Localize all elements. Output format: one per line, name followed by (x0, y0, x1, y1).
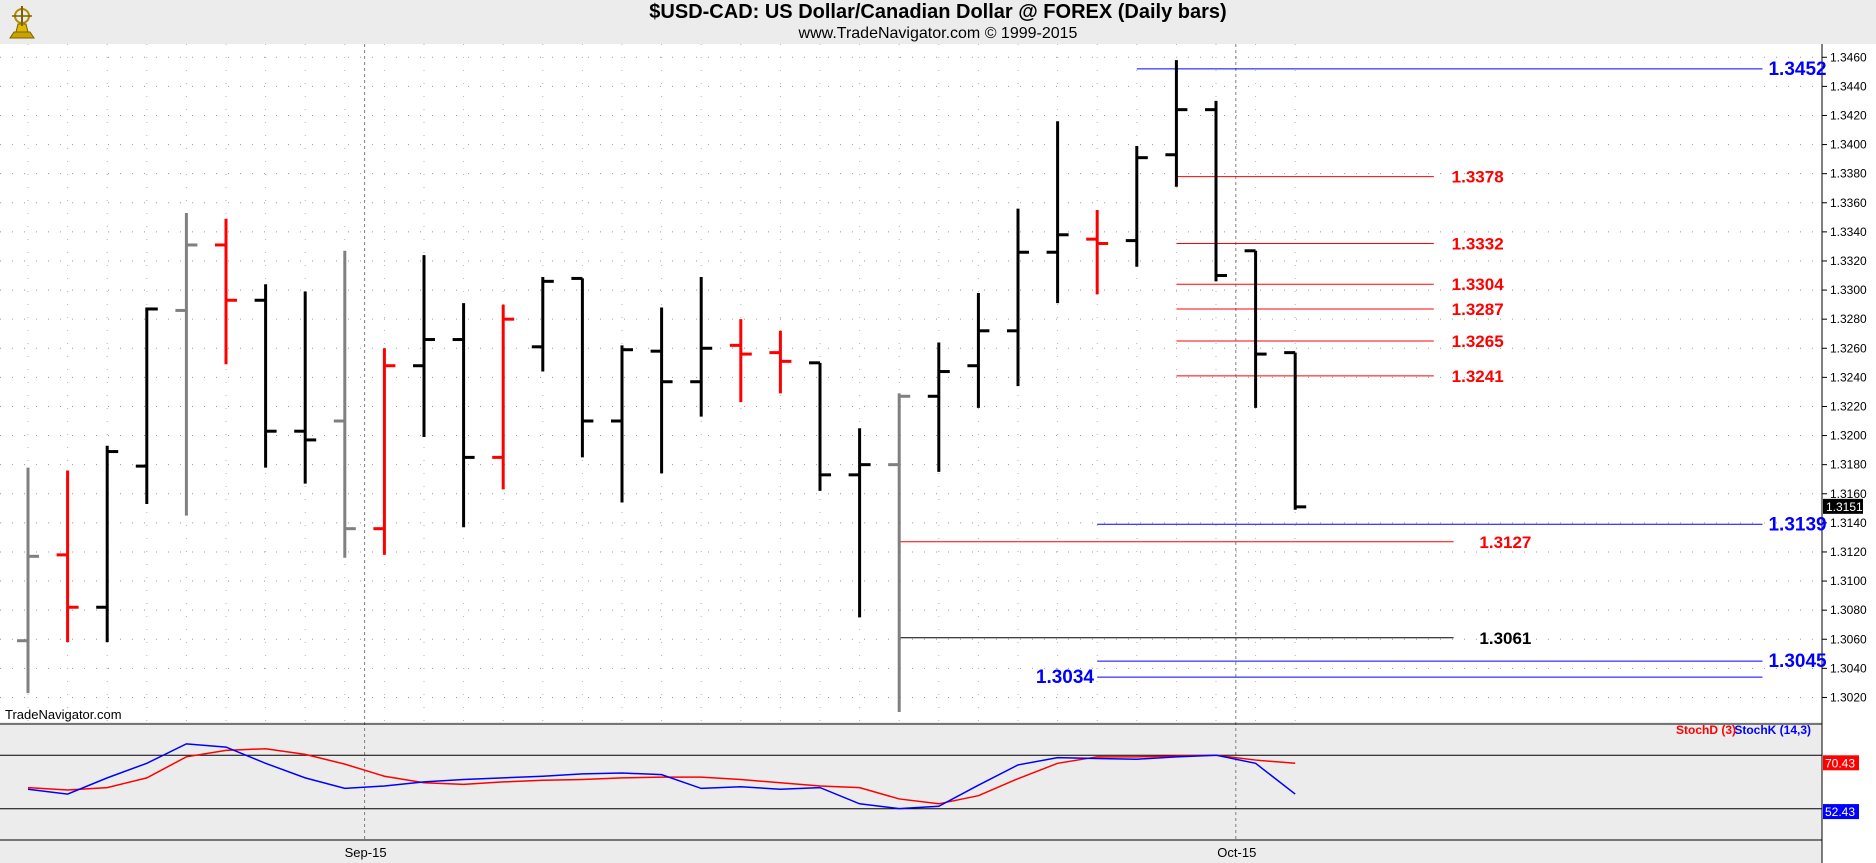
price-tick-label: 1.3200 (1830, 429, 1867, 443)
price-tick-label: 1.3460 (1830, 50, 1867, 64)
price-axis-background (1822, 44, 1876, 863)
chart-header: $USD-CAD: US Dollar/Canadian Dollar @ FO… (0, 0, 1876, 44)
price-tick-label: 1.3300 (1830, 283, 1867, 297)
price-tick-label: 1.3060 (1830, 632, 1867, 646)
price-tick-label: 1.3120 (1830, 545, 1867, 559)
stochastic-series-line (27, 743, 1296, 810)
price-tick-label: 1.3180 (1830, 458, 1867, 472)
stochastic-series-line (27, 747, 1296, 805)
price-tick-label: 1.3240 (1830, 370, 1867, 384)
price-tick-label: 1.3020 (1830, 690, 1867, 704)
price-bars (17, 60, 1307, 712)
level-label: 1.3139 (1768, 514, 1826, 535)
stochastic-value-label: 70.43 (1825, 756, 1855, 770)
price-tick-label: 1.3360 (1830, 196, 1867, 210)
last-price-label: 1.3151 (1826, 500, 1863, 514)
level-label: 1.3378 (1452, 168, 1504, 187)
date-axis: Sep-15 Oct-15 (0, 839, 1822, 860)
stochastic-value-label: 52.43 (1825, 805, 1855, 819)
level-label: 1.3045 (1768, 651, 1827, 672)
level-label: 1.3127 (1479, 533, 1531, 552)
level-label: 1.3061 (1479, 629, 1531, 648)
price-tick-label: 1.3220 (1830, 399, 1867, 413)
price-axis: 1.3460 1.3440 1.3420 1.3400 1.3380 1.3360 1.33… (1821, 44, 1867, 863)
price-tick-label: 1.3440 (1830, 79, 1867, 93)
level-label: 1.3287 (1452, 300, 1504, 319)
price-levels: 1.3452 1.3378 1.3332 1.3304 1.3287 1.3265 1.32… (899, 59, 1827, 688)
price-tick-label: 1.3160 (1830, 487, 1867, 501)
stochastic-panel: StochD (3)StochK (14,3) 70.43 52.43 (0, 723, 1859, 820)
price-panel-background (0, 44, 1822, 722)
price-tick-label: 1.3040 (1830, 661, 1867, 675)
trade-navigator-logo (2, 2, 42, 42)
price-tick-label: 1.3340 (1830, 225, 1867, 239)
price-tick-label: 1.3280 (1830, 312, 1867, 326)
stochastic-legend-label: StochK (14,3) (1734, 723, 1811, 737)
chart-title: $USD-CAD: US Dollar/Canadian Dollar @ FO… (649, 1, 1227, 23)
stochastic-value-tag (1823, 755, 1859, 771)
stochastic-value-tag (1823, 804, 1859, 820)
price-tick-label: 1.3320 (1830, 254, 1867, 268)
level-label: 1.3452 (1768, 59, 1826, 80)
price-tick-label: 1.3080 (1830, 603, 1867, 617)
level-label: 1.3241 (1452, 367, 1504, 386)
chart-subtitle: www.TradeNavigator.com © 1999-2015 (798, 25, 1078, 42)
level-label: 1.3332 (1452, 235, 1504, 254)
price-tick-label: 1.3380 (1830, 167, 1867, 181)
last-price-tag (1823, 498, 1863, 514)
date-axis-label: Sep-15 (345, 845, 387, 860)
level-label: 1.3034 (1036, 667, 1095, 688)
date-axis-label: Oct-15 (1217, 845, 1256, 860)
price-tick-label: 1.3100 (1830, 574, 1867, 588)
price-tick-label: 1.3400 (1830, 138, 1867, 152)
level-label: 1.3265 (1452, 332, 1504, 351)
price-tick-label: 1.3140 (1830, 516, 1867, 530)
price-tick-label: 1.3260 (1830, 341, 1867, 355)
price-tick-label: 1.3420 (1830, 108, 1867, 122)
stochastic-legend-label: StochD (3) (1676, 723, 1736, 737)
level-label: 1.3304 (1452, 275, 1505, 294)
watermark-label: TradeNavigator.com (5, 707, 122, 722)
